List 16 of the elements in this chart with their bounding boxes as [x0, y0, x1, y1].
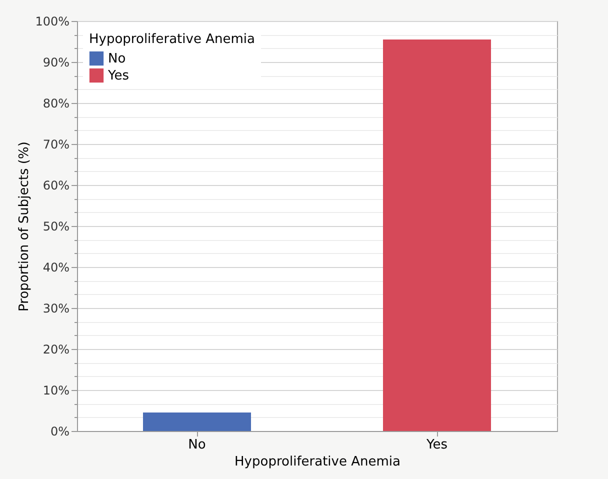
y-tick-label: 50%: [42, 220, 70, 234]
y-tick-label: 0%: [50, 424, 70, 438]
legend-label: Yes: [107, 68, 130, 84]
legend-title: Hypoproliferative Anemia: [89, 32, 255, 47]
y-tick-label: 70%: [42, 138, 70, 152]
y-axis-title: Proportion of Subjects (%): [17, 142, 32, 312]
x-axis-title: Hypoproliferative Anemia: [234, 454, 400, 470]
y-tick-label: 20%: [42, 342, 70, 356]
y-tick-label: 100%: [35, 14, 70, 28]
y-tick-label: 90%: [42, 56, 70, 70]
legend-label: No: [108, 52, 126, 66]
y-tick-label: 80%: [42, 96, 70, 110]
y-tick-label: 40%: [42, 260, 70, 274]
y-tick-label: 30%: [42, 302, 70, 316]
y-tick-label: 10%: [42, 384, 70, 398]
y-tick-label: 60%: [42, 178, 70, 192]
